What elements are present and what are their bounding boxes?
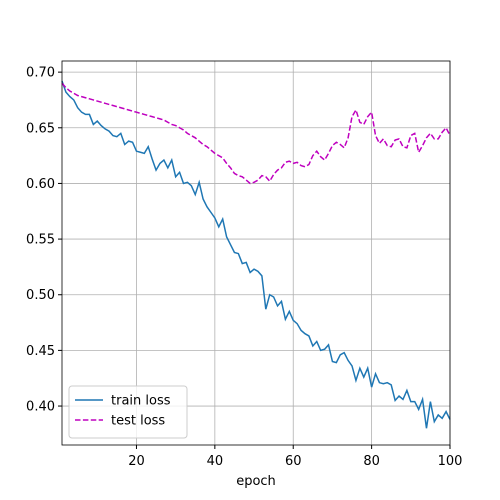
x-tick-label: 20 (128, 454, 145, 469)
y-tick-label: 0.55 (26, 233, 55, 248)
legend-box (68, 385, 188, 439)
x-tick-label: 80 (363, 454, 380, 469)
y-tick-label: 0.50 (26, 288, 55, 303)
plot-frame (61, 60, 451, 446)
y-tick-label: 0.70 (26, 66, 55, 81)
y-tick-label: 0.60 (26, 177, 55, 192)
legend-label: test loss (111, 414, 165, 429)
y-tick-label: 0.45 (26, 344, 55, 359)
y-tick-label: 0.65 (26, 121, 55, 136)
x-tick-label: 100 (438, 454, 463, 469)
x-tick-label: 60 (285, 454, 302, 469)
line-series (61, 80, 451, 429)
x-axis-label: epoch (236, 474, 276, 489)
y-tick-label: 0.40 (26, 400, 55, 415)
line-series (61, 82, 451, 185)
x-tick-label: 40 (207, 454, 224, 469)
legend-label: train loss (111, 394, 171, 409)
